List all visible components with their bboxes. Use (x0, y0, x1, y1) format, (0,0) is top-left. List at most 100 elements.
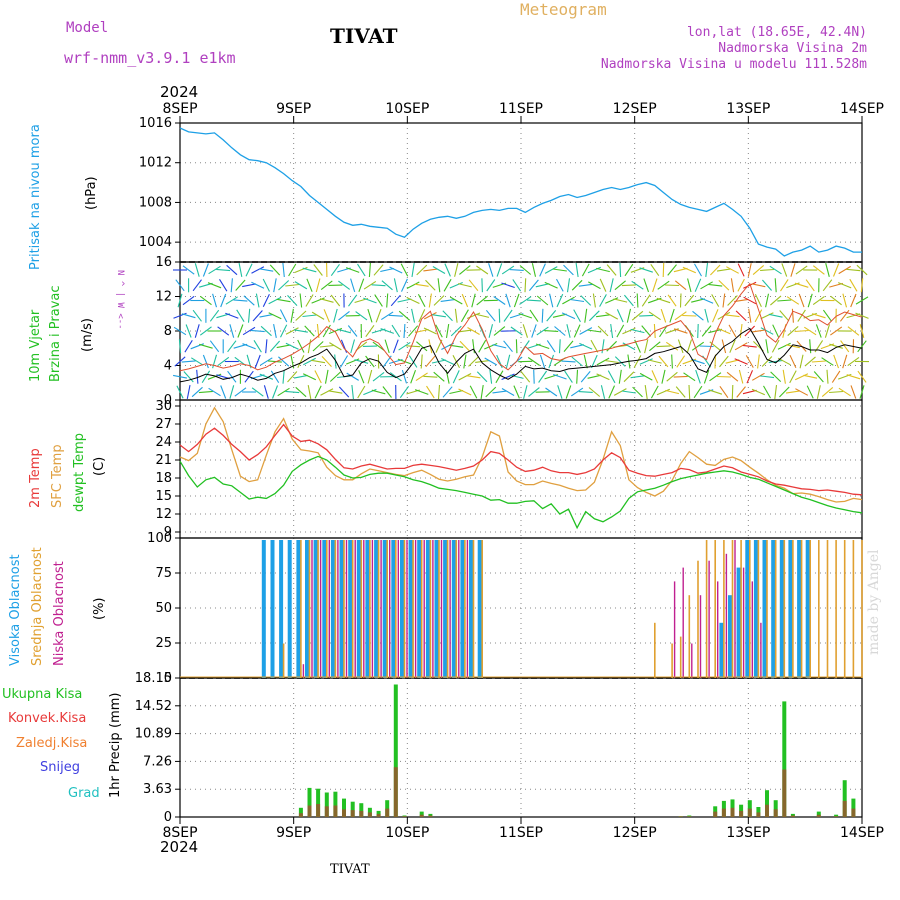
wind-arrow (463, 354, 467, 369)
wind-arrow (285, 327, 299, 335)
total-precip-bar (419, 811, 424, 817)
low-cloud-bar (380, 540, 382, 678)
wind-arrow (242, 343, 256, 350)
mid-cloud-bar (395, 540, 397, 678)
wind-arrow (333, 308, 338, 323)
wind-arrow (587, 266, 602, 274)
total-precip-bar (428, 813, 433, 817)
wind-arrow (596, 357, 610, 366)
conv-precip-bar (342, 809, 346, 817)
wind-arrow (522, 324, 529, 338)
wind-arrow (847, 356, 860, 367)
wind-arrow (358, 278, 365, 292)
wind-arrow (459, 340, 471, 352)
xtick-label-top: 13SEP (726, 101, 770, 117)
total-precip-bar (842, 780, 847, 817)
wind-arrow (660, 308, 667, 323)
wind-arrow (575, 263, 579, 277)
wind-arrow (458, 373, 472, 381)
wind-arrow (768, 313, 783, 318)
wind-arrow (207, 282, 222, 289)
dewpt-line (179, 455, 863, 530)
wind-arrow (717, 327, 731, 335)
wind-arrow (488, 324, 494, 338)
wind-arrow (288, 263, 297, 277)
conv-precip-bar (721, 808, 726, 817)
wind-arrow (196, 369, 199, 384)
wind-arrow (441, 358, 455, 365)
high-cloud-bar (330, 540, 335, 678)
mid-cloud-bar (386, 540, 388, 678)
ytick-label: 24 (155, 435, 172, 450)
wind-arrow (468, 279, 479, 292)
xtick-label-top: 12SEP (613, 101, 657, 117)
wind-arrow (287, 371, 298, 383)
wind-arrow (198, 390, 213, 394)
wind-arrow (354, 359, 369, 364)
conv-precip-bar (765, 804, 769, 817)
wind-arrow (285, 390, 300, 394)
wind-arrow (425, 279, 436, 291)
wind-arrow (652, 278, 658, 293)
wind-arrow (631, 280, 644, 290)
wind-arrow (571, 356, 583, 367)
wind-arrow (489, 369, 493, 384)
high-cloud-bar (469, 540, 473, 678)
wind-arrow (731, 384, 734, 400)
wind-arrow (426, 385, 435, 399)
wind-arrow (538, 370, 548, 383)
conv-precip-bar (359, 810, 364, 817)
wind-arrow (481, 278, 483, 293)
mid-cloud-bar (351, 540, 354, 678)
wind-arrow (566, 278, 571, 293)
wind-arrow (734, 298, 749, 303)
wind-arrow (216, 268, 231, 272)
mid-cloud-bar (377, 540, 380, 678)
wind-arrow (510, 326, 523, 336)
wind-arrow (480, 385, 484, 399)
wind-arrow (725, 314, 740, 318)
ytick-label: 27 (155, 417, 172, 432)
wind-arrow (831, 370, 841, 383)
wind-arrow (190, 343, 204, 350)
wind-arrow (212, 293, 218, 308)
wind-arrow (466, 375, 481, 379)
wind-arrow (746, 370, 754, 384)
wind-arrow (794, 373, 809, 381)
wind-arrow (512, 279, 522, 292)
wind-arrow (658, 355, 669, 368)
wind-arrow (644, 385, 648, 399)
wind-arrow (199, 343, 213, 349)
wind-arrow (194, 324, 200, 338)
wind-arrow (250, 329, 265, 333)
wind-arrow (661, 369, 666, 384)
ytick-label: 12 (155, 507, 172, 522)
low-cloud-bar (725, 553, 728, 678)
wind-arrow (606, 264, 617, 276)
wind-arrow (743, 281, 757, 289)
wind-arrow (259, 313, 274, 318)
wind-arrow (812, 265, 825, 275)
wind-arrow (722, 293, 726, 308)
low-cloud-bar (302, 664, 305, 678)
wind-arrow (673, 375, 688, 378)
wind-arrow (694, 278, 702, 292)
total-precip-bar (773, 800, 778, 817)
high-cloud-bar (287, 540, 292, 678)
wind-arrow (850, 293, 857, 308)
wind-arrow (282, 369, 285, 384)
wind-arrow (570, 298, 585, 303)
legend-grad: Grad (68, 786, 100, 801)
wind-arrow (348, 294, 358, 307)
wind-arrow (860, 278, 864, 293)
ytick-label: 16 (155, 255, 172, 270)
high-cloud-bar (408, 540, 413, 678)
wind-arrow (389, 372, 402, 382)
wind-arrow (607, 370, 616, 384)
wind-arrow (535, 343, 550, 350)
wind-arrow (319, 298, 334, 303)
wind-arrow (730, 278, 735, 293)
conv-precip-bar (834, 816, 839, 817)
wind-arrow (789, 354, 797, 369)
wind-arrow (596, 314, 610, 318)
